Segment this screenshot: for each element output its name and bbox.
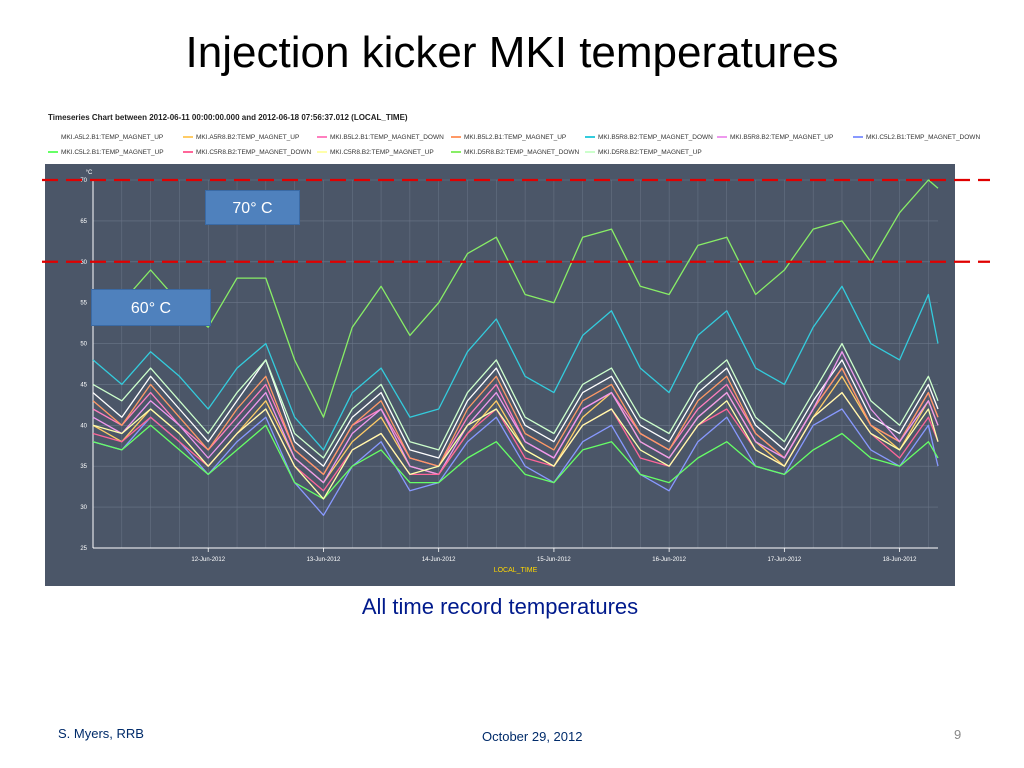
legend-label: MKI.C5R8.B2:TEMP_MAGNET_DOWN	[196, 149, 312, 156]
y-tick-label: 45	[80, 382, 87, 388]
y-tick-label: 50	[80, 342, 87, 348]
legend-entry: MKI.C5R8.B2:TEMP_MAGNET_DOWN	[183, 149, 311, 156]
grid	[93, 179, 938, 549]
callout-60c: 60° C	[91, 289, 211, 326]
legend-swatch	[48, 136, 58, 139]
legend-swatch	[717, 136, 727, 139]
callout-70c: 70° C	[205, 190, 300, 225]
legend-label: MKI.D5R8.B2:TEMP_MAGNET_DOWN	[464, 149, 580, 156]
y-tick-label: 35	[80, 464, 87, 470]
legend-label: MKI.B5L2.B1:TEMP_MAGNET_DOWN	[330, 134, 444, 141]
y-tick-label: 70	[80, 178, 87, 184]
x-tick-label: 17-Jun-2012	[768, 557, 802, 563]
legend-label: MKI.A5R8.B2:TEMP_MAGNET_UP	[196, 134, 300, 141]
x-tick-label: 15-Jun-2012	[537, 557, 571, 563]
chart-title: Timeseries Chart between 2012-06-11 00:0…	[48, 113, 408, 122]
legend-label: MKI.C5L2.B1:TEMP_MAGNET_DOWN	[866, 134, 981, 141]
legend-entry: MKI.B5R8.B2:TEMP_MAGNET_UP	[717, 134, 833, 141]
x-tick-label: 12-Jun-2012	[191, 557, 225, 563]
legend-entry: MKI.A5L2.B1:TEMP_MAGNET_UP	[48, 134, 163, 141]
timeseries-chart: Timeseries Chart between 2012-06-11 00:0…	[45, 108, 980, 586]
footer-date: October 29, 2012	[482, 729, 583, 744]
legend-swatch	[183, 151, 193, 154]
legend-entry: MKI.C5L2.B1:TEMP_MAGNET_DOWN	[853, 134, 980, 141]
y-tick-label: 30	[80, 505, 87, 511]
legend-swatch	[317, 151, 327, 154]
legend-label: MKI.B5R8.B2:TEMP_MAGNET_DOWN	[598, 134, 713, 141]
x-tick-label: 16-Jun-2012	[652, 557, 686, 563]
legend-entry: MKI.C5L2.B1:TEMP_MAGNET_UP	[48, 149, 164, 156]
legend-entry: MKI.D5R8.B2:TEMP_MAGNET_UP	[585, 149, 702, 156]
legend-entry: MKI.B5L2.B1:TEMP_MAGNET_UP	[451, 134, 566, 141]
legend-swatch	[183, 136, 193, 139]
legend-entry: MKI.B5L2.B1:TEMP_MAGNET_DOWN	[317, 134, 444, 141]
series-line	[92, 285, 939, 451]
plot-area: 70 65 60 55 50 45 40 35 30 25 °C 12-Jun-2012 13-Jun-…	[80, 170, 939, 574]
legend-label: MKI.C5R8.B2:TEMP_MAGNET_UP	[330, 149, 434, 156]
y-tick-label: 55	[80, 301, 87, 307]
series-line	[92, 391, 939, 500]
footer-author: S. Myers, RRB	[58, 726, 144, 741]
legend-entry: MKI.B5R8.B2:TEMP_MAGNET_DOWN	[585, 134, 713, 141]
legend-entry: MKI.A5R8.B2:TEMP_MAGNET_UP	[183, 134, 299, 141]
y-tick-label: 40	[80, 423, 87, 429]
y-axis-unit: °C	[86, 170, 93, 176]
x-tick-label: 13-Jun-2012	[307, 557, 341, 563]
legend-label: MKI.B5L2.B1:TEMP_MAGNET_UP	[464, 134, 567, 141]
y-tick-label: 65	[80, 219, 87, 225]
slide-title: Injection kicker MKI temperatures	[185, 28, 839, 77]
page-number: 9	[954, 727, 962, 742]
series-line	[92, 408, 939, 516]
legend-label: MKI.A5L2.B1:TEMP_MAGNET_UP	[61, 134, 164, 141]
legend-label: MKI.B5R8.B2:TEMP_MAGNET_UP	[730, 134, 834, 141]
legend-swatch	[585, 136, 595, 139]
x-axis-label: LOCAL_TIME	[494, 567, 538, 574]
y-tick-label: 25	[80, 546, 87, 552]
y-tick-label: 60	[80, 260, 87, 266]
series-line	[92, 359, 939, 467]
legend-swatch	[451, 136, 461, 139]
x-tick-label: 18-Jun-2012	[883, 557, 917, 563]
legend-entry: MKI.C5R8.B2:TEMP_MAGNET_UP	[317, 149, 434, 156]
legend-label: MKI.C5L2.B1:TEMP_MAGNET_UP	[61, 149, 164, 156]
chart-header: Timeseries Chart between 2012-06-11 00:0…	[45, 108, 980, 164]
chart-caption: All time record temperatures	[361, 594, 639, 619]
series-line	[92, 342, 939, 459]
legend-entry: MKI.D5R8.B2:TEMP_MAGNET_DOWN	[451, 149, 579, 156]
legend-swatch	[48, 151, 58, 154]
legend-swatch	[853, 136, 863, 139]
series-line	[92, 351, 939, 484]
legend-swatch	[585, 151, 595, 154]
legend-swatch	[451, 151, 461, 154]
series-line	[92, 424, 939, 500]
x-tick-label: 14-Jun-2012	[422, 557, 456, 563]
legend-label: MKI.D5R8.B2:TEMP_MAGNET_UP	[598, 149, 702, 156]
series-line	[92, 179, 939, 418]
legend-swatch	[317, 136, 327, 139]
